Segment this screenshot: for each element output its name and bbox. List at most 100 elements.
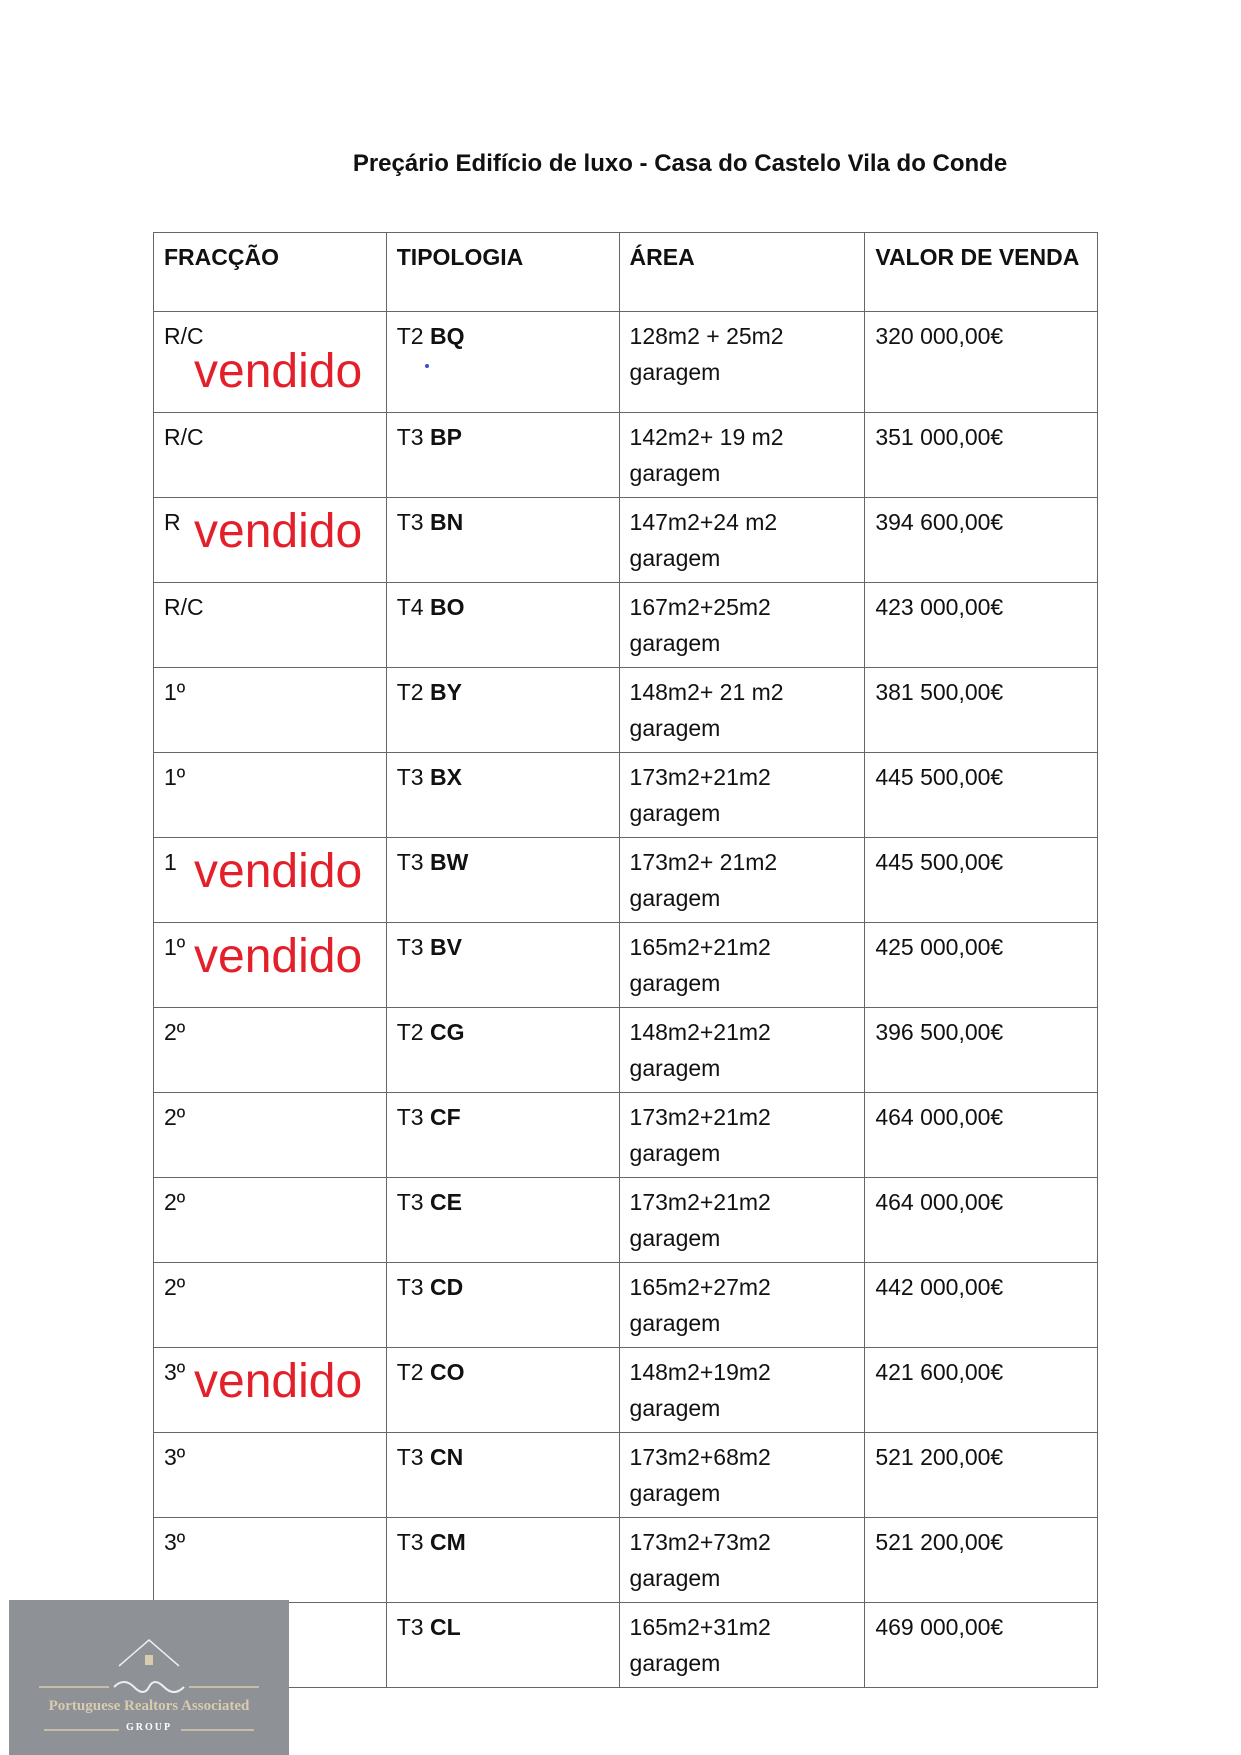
- house-emblem-icon: [39, 1639, 259, 1731]
- cell-valor: 445 500,00€: [864, 837, 1098, 923]
- cell-area: 173m2+21m2 garagem: [618, 752, 866, 838]
- cell-tipologia: T3 BW: [385, 837, 620, 923]
- unit-code: CF: [429, 1104, 461, 1130]
- cell-tipologia: T3 BV: [385, 922, 620, 1008]
- cell-area: 128m2 + 25m2 garagem: [618, 311, 866, 413]
- fraccao-text: 1º: [164, 679, 186, 705]
- unit-code: BQ: [429, 323, 465, 349]
- company-logo: Portuguese Realtors Associated GROUP: [9, 1600, 289, 1755]
- logo-sub: GROUP: [125, 1722, 173, 1733]
- tipo-text: T3: [396, 1529, 424, 1555]
- tipo-text: T3: [396, 1274, 424, 1300]
- cell-area: 165m2+31m2 garagem: [618, 1602, 866, 1688]
- cell-valor: 445 500,00€: [864, 752, 1098, 838]
- cell-fraccao: 2º: [153, 1177, 387, 1263]
- unit-code: BP: [429, 424, 462, 450]
- cell-valor: 521 200,00€: [864, 1517, 1098, 1603]
- table-row: 2º T3 CD 165m2+27m2 garagem 442 000,00€: [153, 1262, 1098, 1348]
- cell-area: 173m2+ 21m2 garagem: [618, 837, 866, 923]
- tipo-text: T3: [396, 764, 424, 790]
- fraccao-text: R: [164, 509, 181, 535]
- cell-area: 148m2+19m2 garagem: [618, 1347, 866, 1433]
- tipo-text: T4: [396, 594, 424, 620]
- cell-fraccao: 1º: [153, 752, 387, 838]
- table-row: R/C vendido T2 BQ 128m2 + 25m2 garagem 32…: [153, 311, 1098, 413]
- cell-fraccao: 1º vendido: [153, 922, 387, 1008]
- cell-fraccao: 3º: [153, 1517, 387, 1603]
- cell-valor: 464 000,00€: [864, 1177, 1098, 1263]
- cell-valor: 442 000,00€: [864, 1262, 1098, 1348]
- cell-fraccao: 2º: [153, 1007, 387, 1093]
- cell-tipologia: T4 BO: [385, 582, 620, 668]
- cell-valor: 469 000,00€: [864, 1602, 1098, 1688]
- header-area: ÁREA: [618, 232, 866, 312]
- table-row: 2º T2 CG 148m2+21m2 garagem 396 500,00€: [153, 1007, 1098, 1093]
- cell-tipologia: T2 BQ: [385, 311, 620, 413]
- cell-tipologia: T3 BX: [385, 752, 620, 838]
- cell-tipologia: T2 CG: [385, 1007, 620, 1093]
- tipo-text: T2: [396, 679, 424, 705]
- tipo-text: T2: [396, 1019, 424, 1045]
- cell-tipologia: T3 CE: [385, 1177, 620, 1263]
- page-title: Preçário Edifício de luxo - Casa do Cast…: [352, 150, 1008, 177]
- fraccao-text: 2º: [164, 1019, 186, 1045]
- fraccao-text: R/C: [164, 323, 204, 349]
- fraccao-text: 3º: [164, 1529, 186, 1555]
- tipo-text: T3: [396, 1444, 424, 1470]
- table-row: 1 vendido T3 BW 173m2+ 21m2 garagem 445 5…: [153, 837, 1098, 923]
- fraccao-text: 2º: [164, 1274, 186, 1300]
- header-tipologia: TIPOLOGIA: [385, 232, 620, 312]
- cell-fraccao: 2º: [153, 1092, 387, 1178]
- cell-area: 147m2+24 m2 garagem: [618, 497, 866, 583]
- cell-area: 173m2+68m2 garagem: [618, 1432, 866, 1518]
- tipo-text: T3: [396, 1189, 424, 1215]
- sold-stamp: vendido: [192, 345, 365, 398]
- unit-code: BW: [429, 849, 469, 875]
- cell-tipologia: T3 CD: [385, 1262, 620, 1348]
- price-table: FRACÇÃO TIPOLOGIA ÁREA VALOR DE VENDA R/…: [153, 232, 1098, 1688]
- fraccao-text: 2º: [164, 1189, 186, 1215]
- table-row: 1º T2 BY 148m2+ 21 m2 garagem 381 500,00…: [153, 667, 1098, 753]
- cell-fraccao: 3º vendido: [153, 1347, 387, 1433]
- stray-dot: [424, 364, 429, 368]
- cell-tipologia: T3 CM: [385, 1517, 620, 1603]
- cell-fraccao: 1º: [153, 667, 387, 753]
- cell-area: 173m2+21m2 garagem: [618, 1092, 866, 1178]
- unit-code: CM: [429, 1529, 466, 1555]
- tipo-text: T2: [396, 323, 424, 349]
- cell-area: 173m2+73m2 garagem: [618, 1517, 866, 1603]
- tipo-text: T3: [396, 1614, 424, 1640]
- unit-code: CD: [429, 1274, 464, 1300]
- sold-stamp: vendido: [192, 1355, 365, 1408]
- unit-code: CG: [429, 1019, 465, 1045]
- unit-code: BV: [429, 934, 462, 960]
- fraccao-text: 1: [164, 849, 177, 875]
- cell-valor: 396 500,00€: [864, 1007, 1098, 1093]
- cell-valor: 425 000,00€: [864, 922, 1098, 1008]
- cell-tipologia: T3 CN: [385, 1432, 620, 1518]
- cell-area: 148m2+ 21 m2 garagem: [618, 667, 866, 753]
- cell-tipologia: T3 BP: [385, 412, 620, 498]
- tipo-text: T3: [396, 509, 424, 535]
- cell-fraccao: R/C: [153, 412, 387, 498]
- cell-area: 165m2+27m2 garagem: [618, 1262, 866, 1348]
- tipo-text: T3: [396, 934, 424, 960]
- table-row: 3º T3 CN 173m2+68m2 garagem 521 200,00€: [153, 1432, 1098, 1518]
- unit-code: BX: [429, 764, 462, 790]
- cell-tipologia: T3 CL: [385, 1602, 620, 1688]
- cell-fraccao: R/C: [153, 582, 387, 668]
- unit-code: CL: [429, 1614, 461, 1640]
- cell-valor: 521 200,00€: [864, 1432, 1098, 1518]
- cell-tipologia: T3 CF: [385, 1092, 620, 1178]
- table-row: R/C T3 BP 142m2+ 19 m2 garagem 351 000,0…: [153, 412, 1098, 498]
- logo-name: Portuguese Realtors Associated: [48, 1698, 250, 1714]
- fraccao-text: 1º: [164, 764, 186, 790]
- table-row: 2º T3 CF 173m2+21m2 garagem 464 000,00€: [153, 1092, 1098, 1178]
- sold-stamp: vendido: [192, 845, 365, 898]
- fraccao-text: R/C: [164, 424, 204, 450]
- cell-fraccao: 1 vendido: [153, 837, 387, 923]
- cell-area: 165m2+21m2 garagem: [618, 922, 866, 1008]
- cell-area: 173m2+21m2 garagem: [618, 1177, 866, 1263]
